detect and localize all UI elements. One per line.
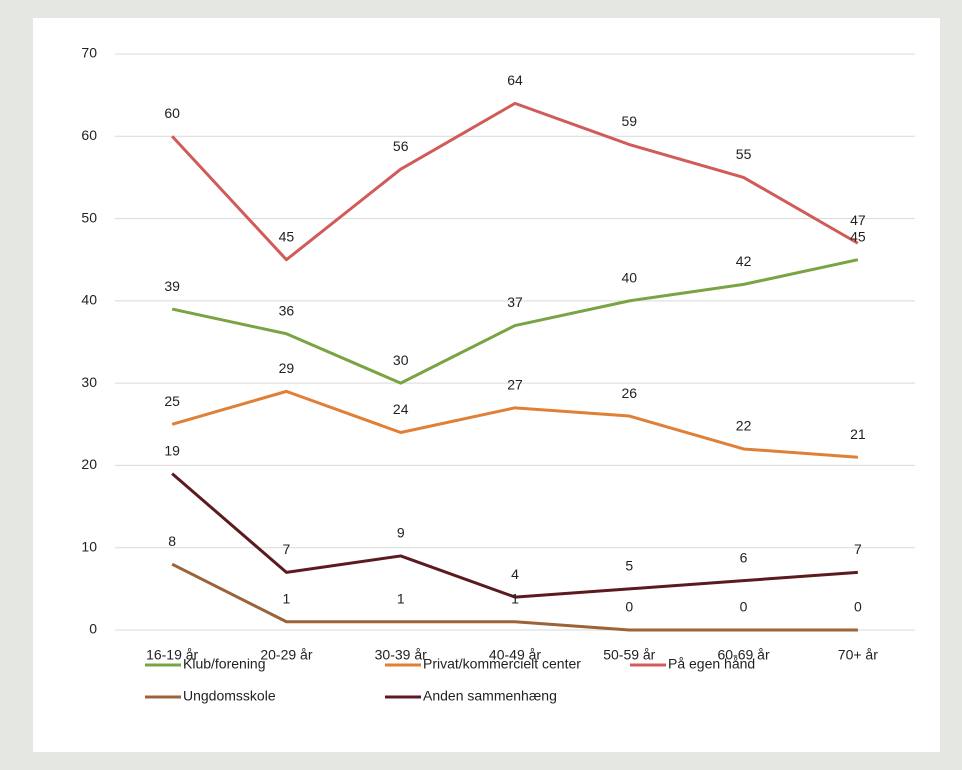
data-label: 26 xyxy=(621,385,637,401)
data-label: 8 xyxy=(168,533,176,549)
data-label: 19 xyxy=(164,442,180,458)
data-label: 45 xyxy=(279,228,295,244)
data-label: 7 xyxy=(854,541,862,557)
x-tick-label: 20-29 år xyxy=(260,647,312,663)
legend-label: Privat/kommercielt center xyxy=(423,656,581,672)
x-tick-label: 50-59 år xyxy=(603,647,655,663)
data-label: 37 xyxy=(507,294,523,310)
x-tick-label: 30-39 år xyxy=(375,647,427,663)
series-line xyxy=(171,258,859,385)
data-label: 27 xyxy=(507,377,523,393)
series-line xyxy=(171,562,858,632)
data-label: 30 xyxy=(393,352,409,368)
series-line xyxy=(171,472,858,599)
data-label: 1 xyxy=(397,590,405,606)
x-tick-label: 16-19 år xyxy=(146,647,198,663)
data-label: 0 xyxy=(625,599,633,615)
data-label: 29 xyxy=(279,360,295,376)
x-tick-label: 40-49 år xyxy=(489,647,541,663)
data-label: 0 xyxy=(854,599,862,615)
chart-panel xyxy=(33,18,940,752)
data-label: 5 xyxy=(625,558,633,574)
data-label: 1 xyxy=(283,590,291,606)
series-line xyxy=(171,389,858,459)
legend-label: På egen hånd xyxy=(668,656,755,672)
data-label: 9 xyxy=(397,525,405,541)
data-label: 39 xyxy=(164,278,180,294)
data-label: 47 xyxy=(850,212,866,228)
data-label: 36 xyxy=(279,302,295,318)
data-label: 40 xyxy=(621,270,637,286)
legend-label: Anden sammenhæng xyxy=(423,688,557,704)
x-tick-label: 70+ år xyxy=(838,647,878,663)
y-tick-label: 10 xyxy=(81,538,97,554)
data-label: 64 xyxy=(507,72,523,88)
y-tick-label: 70 xyxy=(81,45,97,61)
data-label: 22 xyxy=(736,418,752,434)
y-tick-label: 0 xyxy=(89,621,97,637)
legend-label: Klub/forening xyxy=(183,656,266,672)
data-label: 25 xyxy=(164,393,180,409)
y-tick-label: 60 xyxy=(81,127,97,143)
data-label: 42 xyxy=(736,253,752,269)
y-tick-label: 20 xyxy=(81,456,97,472)
data-label: 6 xyxy=(740,549,748,565)
data-label: 4 xyxy=(511,566,519,582)
data-label: 21 xyxy=(850,426,866,442)
y-tick-label: 30 xyxy=(81,374,97,390)
data-label: 45 xyxy=(850,228,866,244)
x-tick-label: 60-69 år xyxy=(717,647,769,663)
data-label: 0 xyxy=(740,599,748,615)
series-line xyxy=(171,101,859,262)
data-label: 60 xyxy=(164,105,180,121)
data-label: 7 xyxy=(283,541,291,557)
legend-label: Ungdomsskole xyxy=(183,688,276,704)
data-label: 1 xyxy=(511,590,519,606)
y-tick-label: 40 xyxy=(81,292,97,308)
y-tick-label: 50 xyxy=(81,209,97,225)
data-label: 59 xyxy=(621,113,637,129)
data-label: 55 xyxy=(736,146,752,162)
data-label: 56 xyxy=(393,138,409,154)
data-label: 24 xyxy=(393,401,409,417)
